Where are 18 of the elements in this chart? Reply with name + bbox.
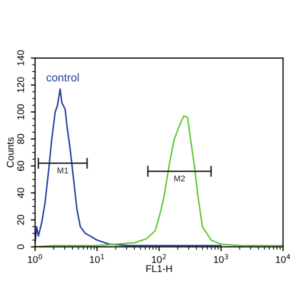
x-tick-label: 10$^{3}$ xyxy=(214,254,228,263)
y-tick-label: 60 xyxy=(17,160,24,171)
series-label: control xyxy=(46,73,79,82)
x-tick-label: 10$^{4}$ xyxy=(276,254,290,263)
series-label: M1 xyxy=(58,168,68,174)
y-tick-label: 20 xyxy=(17,214,24,225)
y-tick-label: 40 xyxy=(17,188,24,198)
y-tick-label: 120 xyxy=(17,77,24,92)
y-tick-label: 80 xyxy=(17,134,24,144)
y-tick-label: 100 xyxy=(17,104,24,120)
y-tick-label: 0 xyxy=(17,244,24,250)
y-axis-title: Counts xyxy=(6,137,14,168)
x-tick-label: 10$^{1}$ xyxy=(90,254,104,263)
x-tick-label: 10$^{2}$ xyxy=(152,254,166,263)
y-tick-label: 140 xyxy=(17,50,24,66)
x-tick-label: 10$^{0}$ xyxy=(28,254,42,263)
x-axis-title: FL1-H xyxy=(146,265,172,272)
series-label: M2 xyxy=(174,176,185,182)
